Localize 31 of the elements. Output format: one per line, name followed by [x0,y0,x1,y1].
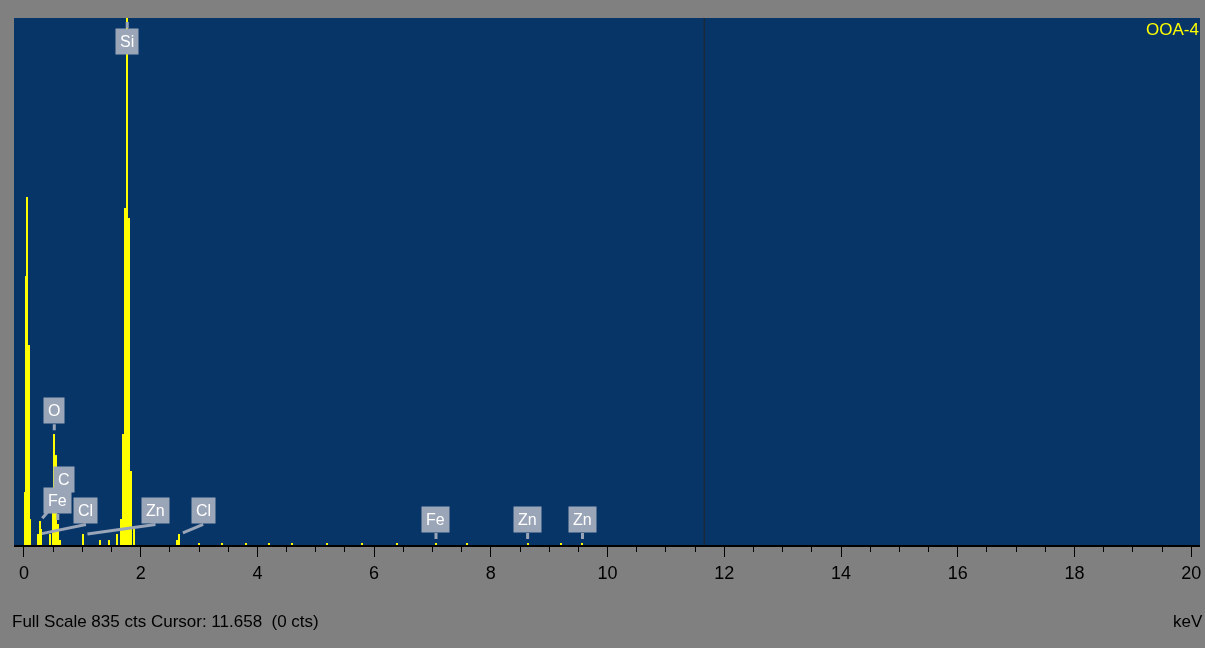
annotation: Fe [48,492,67,509]
bar [178,534,180,545]
x-tick-label: 12 [714,562,735,583]
chart-title: OOA-4 [1146,20,1199,40]
annotation: Cl [78,502,94,519]
text: Full Scale 835 cts Cursor: 11.658 (0 cts) [12,612,319,631]
bar [126,18,128,545]
bar [26,197,28,545]
x-tick-label: 2 [135,562,146,583]
bar [116,534,118,545]
x-tick-label: 20 [1181,562,1202,583]
x-tick-label: 16 [947,562,968,583]
x-tick-label: 18 [1064,562,1085,583]
annotation: Zn [518,511,537,528]
annotation: Fe [426,511,445,528]
x-axis-title: keV [1173,612,1203,631]
annotation: C [58,471,70,488]
x-tick-label: 14 [831,562,852,583]
annotation: Si [120,33,135,50]
x-tick-label: 4 [252,562,263,583]
x-tick-label: 10 [597,562,618,583]
annotation: Cl [196,502,212,519]
x-tick-label: 8 [485,562,496,583]
bar [108,540,110,545]
bar [99,540,101,545]
annotation: Zn [573,511,592,528]
bar [82,534,84,545]
annotation: Zn [146,502,165,519]
x-tick-label: 0 [18,562,29,583]
annotation: O [48,402,61,419]
x-tick-label: 6 [369,562,380,583]
